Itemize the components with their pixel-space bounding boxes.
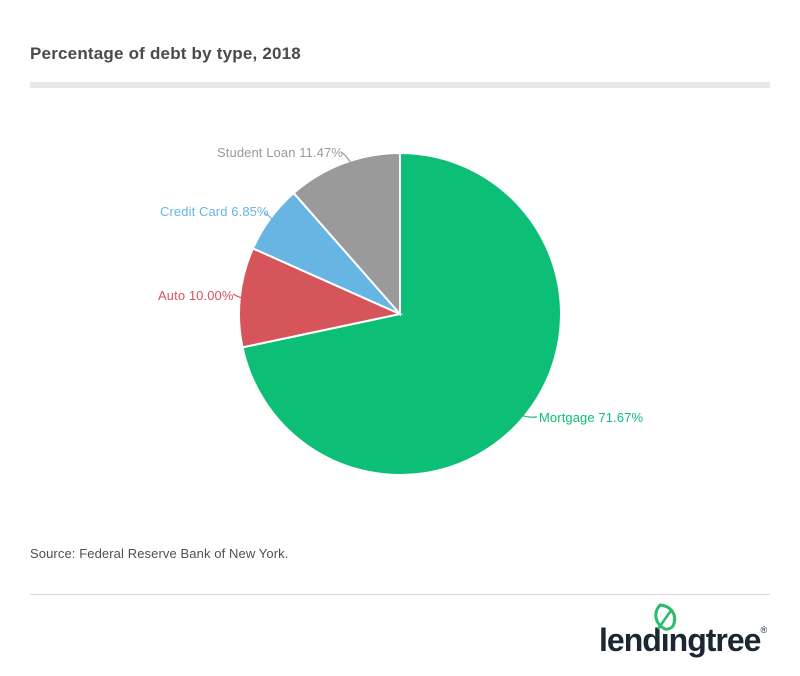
slice-label-mortgage: Mortgage 71.67% [539, 410, 644, 425]
source-note: Source: Federal Reserve Bank of New York… [30, 546, 289, 561]
chart-title: Percentage of debt by type, 2018 [30, 44, 301, 63]
footer-divider [30, 594, 770, 595]
slice-label-auto: Auto 10.00% [158, 288, 234, 303]
leader-line-student-loan [340, 151, 355, 170]
pie-slice-student-loan [292, 151, 401, 317]
leaf-icon [654, 603, 677, 631]
lendingtree-logo: lendıngtree® [599, 603, 768, 666]
leader-line-auto [232, 293, 245, 299]
leader-line-credit-card [264, 212, 279, 228]
logo-wordmark: lendıngtree [599, 622, 761, 658]
pie-slices [238, 151, 563, 476]
slice-label-credit-card: Credit Card 6.85% [160, 204, 269, 219]
slice-label-student-loan: Student Loan 11.47% [217, 145, 343, 160]
title-divider [30, 82, 770, 88]
leader-line-mortgage [512, 407, 538, 418]
logo-registered-mark: ® [760, 625, 768, 635]
